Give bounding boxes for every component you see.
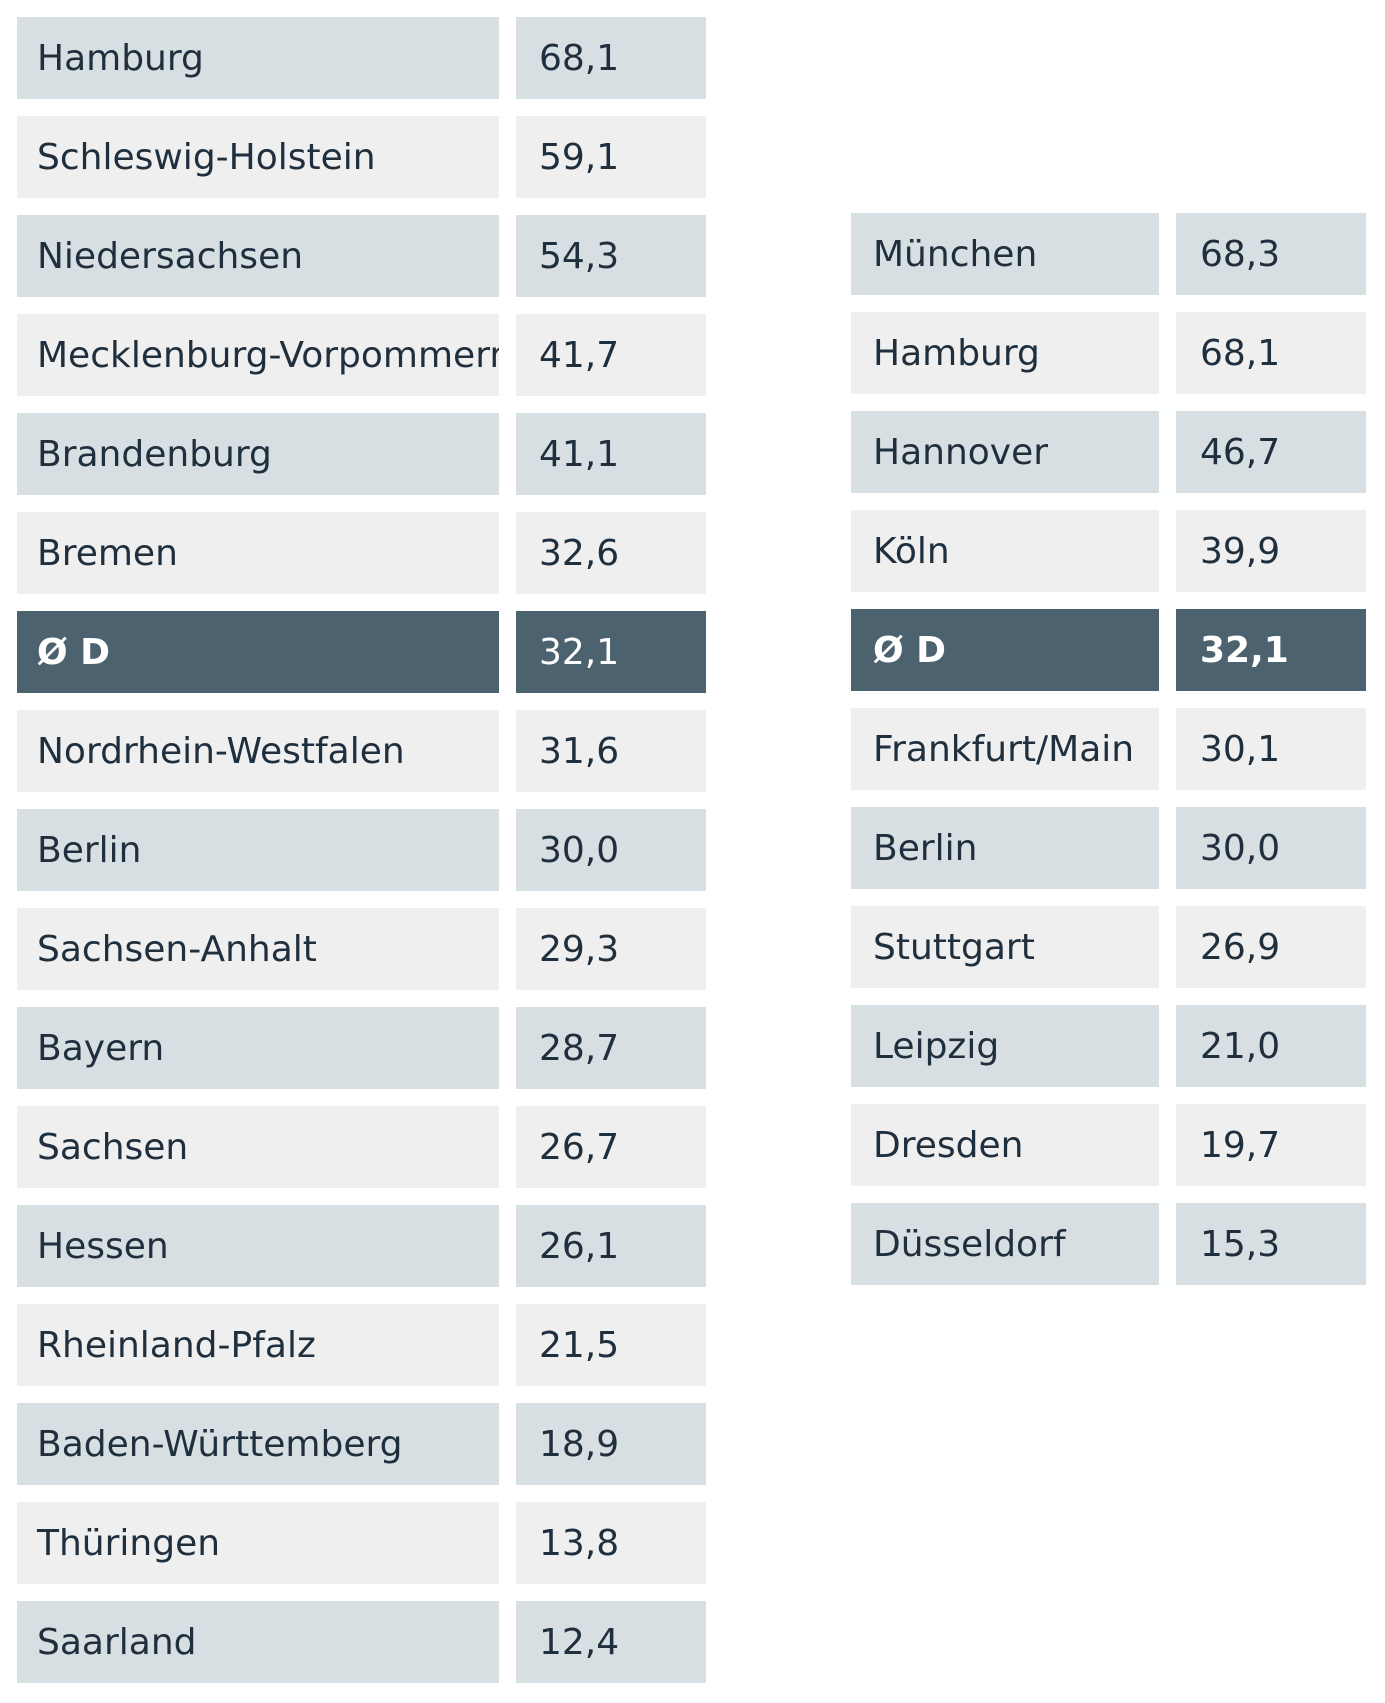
row-value: 26,1 bbox=[516, 1205, 706, 1287]
row-value: 32,1 bbox=[516, 611, 706, 693]
table-row: Sachsen 26,7 bbox=[17, 1106, 706, 1188]
average-row: Ø D 32,1 bbox=[851, 609, 1366, 691]
row-label: Stuttgart bbox=[851, 906, 1159, 988]
row-value: 59,1 bbox=[516, 116, 706, 198]
states-table: Hamburg 68,1 Schleswig-Holstein 59,1 Nieders… bbox=[17, 17, 706, 1700]
row-label: Hannover bbox=[851, 411, 1159, 493]
row-label: Baden-Württemberg bbox=[17, 1403, 499, 1485]
table-row: Berlin 30,0 bbox=[851, 807, 1366, 889]
row-value: 68,3 bbox=[1176, 213, 1366, 295]
row-label: München bbox=[851, 213, 1159, 295]
table-row: Bayern 28,7 bbox=[17, 1007, 706, 1089]
row-label: Leipzig bbox=[851, 1005, 1159, 1087]
row-label: Niedersachsen bbox=[17, 215, 499, 297]
row-label: Hamburg bbox=[17, 17, 499, 99]
row-label: Bremen bbox=[17, 512, 499, 594]
row-value: 46,7 bbox=[1176, 411, 1366, 493]
row-value: 41,7 bbox=[516, 314, 706, 396]
table-row: Mecklenburg-Vorpommern 41,7 bbox=[17, 314, 706, 396]
row-label: Dresden bbox=[851, 1104, 1159, 1186]
average-row: Ø D 32,1 bbox=[17, 611, 706, 693]
cities-table: München 68,3 Hamburg 68,1 Hannover 46,7 Köln 39… bbox=[851, 213, 1366, 1302]
row-value: 12,4 bbox=[516, 1601, 706, 1683]
row-value: 30,1 bbox=[1176, 708, 1366, 790]
row-label: Sachsen bbox=[17, 1106, 499, 1188]
row-label: Berlin bbox=[851, 807, 1159, 889]
row-label: Sachsen-Anhalt bbox=[17, 908, 499, 990]
table-row: Brandenburg 41,1 bbox=[17, 413, 706, 495]
row-value: 21,5 bbox=[516, 1304, 706, 1386]
table-row: Köln 39,9 bbox=[851, 510, 1366, 592]
row-value: 54,3 bbox=[516, 215, 706, 297]
table-row: Hannover 46,7 bbox=[851, 411, 1366, 493]
table-row: Düsseldorf 15,3 bbox=[851, 1203, 1366, 1285]
row-value: 21,0 bbox=[1176, 1005, 1366, 1087]
row-label: Saarland bbox=[17, 1601, 499, 1683]
table-row: Nordrhein-Westfalen 31,6 bbox=[17, 710, 706, 792]
row-label: Ø D bbox=[851, 609, 1159, 691]
row-value: 41,1 bbox=[516, 413, 706, 495]
row-value: 15,3 bbox=[1176, 1203, 1366, 1285]
row-value: 68,1 bbox=[1176, 312, 1366, 394]
row-label: Schleswig-Holstein bbox=[17, 116, 499, 198]
row-label: Rheinland-Pfalz bbox=[17, 1304, 499, 1386]
table-row: Leipzig 21,0 bbox=[851, 1005, 1366, 1087]
table-row: Berlin 30,0 bbox=[17, 809, 706, 891]
row-label: Hamburg bbox=[851, 312, 1159, 394]
table-row: München 68,3 bbox=[851, 213, 1366, 295]
row-value: 26,7 bbox=[516, 1106, 706, 1188]
row-value: 28,7 bbox=[516, 1007, 706, 1089]
row-label: Bayern bbox=[17, 1007, 499, 1089]
row-value: 39,9 bbox=[1176, 510, 1366, 592]
table-row: Hamburg 68,1 bbox=[851, 312, 1366, 394]
table-row: Thüringen 13,8 bbox=[17, 1502, 706, 1584]
table-row: Sachsen-Anhalt 29,3 bbox=[17, 908, 706, 990]
row-value: 30,0 bbox=[516, 809, 706, 891]
row-value: 13,8 bbox=[516, 1502, 706, 1584]
row-value: 68,1 bbox=[516, 17, 706, 99]
row-value: 18,9 bbox=[516, 1403, 706, 1485]
table-row: Niedersachsen 54,3 bbox=[17, 215, 706, 297]
table-row: Saarland 12,4 bbox=[17, 1601, 706, 1683]
row-value: 32,6 bbox=[516, 512, 706, 594]
row-value: 30,0 bbox=[1176, 807, 1366, 889]
table-row: Bremen 32,6 bbox=[17, 512, 706, 594]
table-row: Hessen 26,1 bbox=[17, 1205, 706, 1287]
row-value: 32,1 bbox=[1176, 609, 1366, 691]
row-label: Nordrhein-Westfalen bbox=[17, 710, 499, 792]
row-label: Brandenburg bbox=[17, 413, 499, 495]
table-row: Frankfurt/Main 30,1 bbox=[851, 708, 1366, 790]
row-label: Hessen bbox=[17, 1205, 499, 1287]
row-label: Düsseldorf bbox=[851, 1203, 1159, 1285]
row-label: Berlin bbox=[17, 809, 499, 891]
row-value: 26,9 bbox=[1176, 906, 1366, 988]
table-row: Baden-Württemberg 18,9 bbox=[17, 1403, 706, 1485]
table-row: Stuttgart 26,9 bbox=[851, 906, 1366, 988]
row-value: 31,6 bbox=[516, 710, 706, 792]
table-row: Schleswig-Holstein 59,1 bbox=[17, 116, 706, 198]
table-row: Hamburg 68,1 bbox=[17, 17, 706, 99]
table-row: Rheinland-Pfalz 21,5 bbox=[17, 1304, 706, 1386]
row-value: 19,7 bbox=[1176, 1104, 1366, 1186]
row-label: Mecklenburg-Vorpommern bbox=[17, 314, 499, 396]
table-row: Dresden 19,7 bbox=[851, 1104, 1366, 1186]
row-label: Ø D bbox=[17, 611, 499, 693]
row-value: 29,3 bbox=[516, 908, 706, 990]
row-label: Köln bbox=[851, 510, 1159, 592]
row-label: Thüringen bbox=[17, 1502, 499, 1584]
row-label: Frankfurt/Main bbox=[851, 708, 1159, 790]
